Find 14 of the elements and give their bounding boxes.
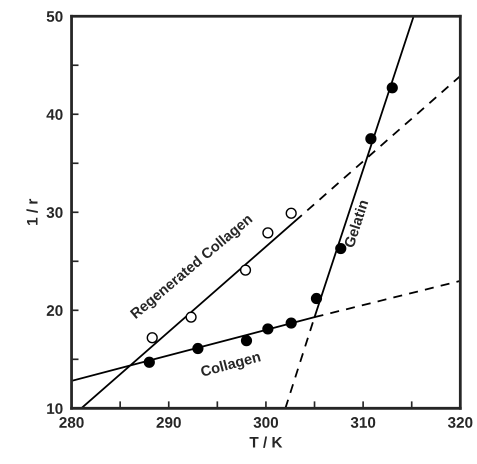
x-tick-label: 300 <box>254 417 278 428</box>
y-tick-label: 40 <box>46 109 63 120</box>
x-tick-label: 280 <box>59 417 84 428</box>
x-tick-label: 310 <box>350 417 376 428</box>
annotation: Gelatin <box>343 199 368 248</box>
y-tick-label: 20 <box>46 305 63 316</box>
y-axis-title: 1 / r <box>26 198 38 225</box>
y-tick-label: 10 <box>47 403 63 414</box>
y-tick-label: 50 <box>46 11 63 22</box>
x-axis-title: T / K <box>250 436 282 448</box>
annotation: Collagen <box>200 350 262 380</box>
x-tick-label: 290 <box>156 417 181 428</box>
x-tick-label: 320 <box>448 417 472 428</box>
y-tick-label: 30 <box>46 207 63 218</box>
